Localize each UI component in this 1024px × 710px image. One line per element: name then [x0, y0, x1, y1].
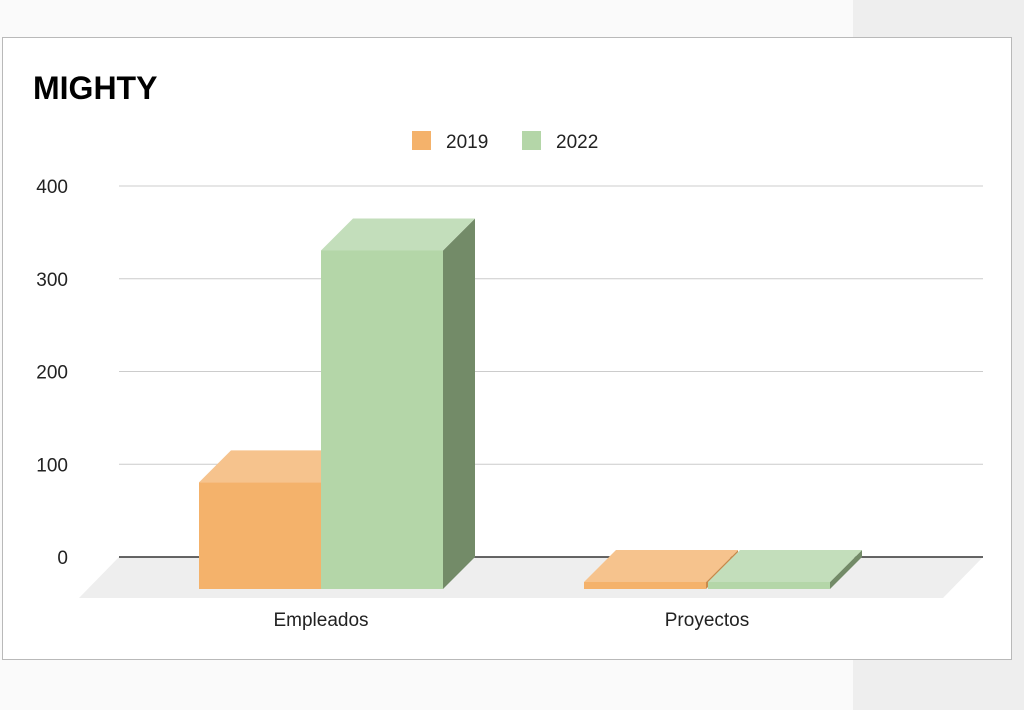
- legend-label: 2022: [556, 132, 598, 153]
- y-tick-label: 0: [57, 548, 68, 569]
- y-tick-label: 300: [36, 270, 68, 291]
- bar-side: [443, 218, 475, 589]
- bar-side: [830, 550, 862, 589]
- bar: [708, 582, 830, 589]
- legend-swatch: [412, 131, 431, 150]
- x-tick-label: Empleados: [273, 610, 368, 631]
- bar: [321, 250, 443, 589]
- legend-swatch: [522, 131, 541, 150]
- bar-top: [584, 550, 738, 582]
- bar: [584, 582, 706, 589]
- bar-top: [708, 550, 862, 582]
- bar-top: [321, 218, 475, 251]
- y-tick-label: 200: [36, 363, 68, 384]
- y-tick-label: 400: [36, 177, 68, 198]
- y-tick-label: 100: [36, 455, 68, 476]
- x-tick-label: Proyectos: [665, 610, 749, 631]
- bar-top: [199, 450, 353, 483]
- legend-label: 2019: [446, 132, 488, 153]
- chart-title: MIGHTY: [33, 70, 158, 106]
- bar: [199, 482, 321, 589]
